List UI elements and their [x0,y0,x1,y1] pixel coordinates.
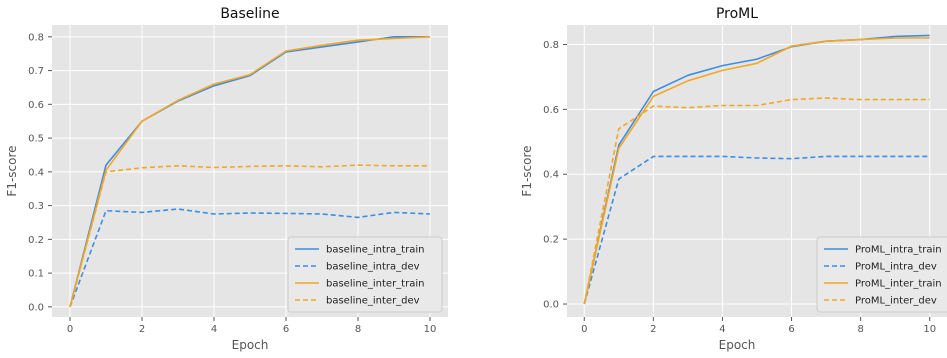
x-tick-label: 0 [67,324,73,335]
chart-title: ProML [716,6,758,22]
legend: baseline_intra_train baseline_intra_devba… [287,236,443,313]
legend-label: ProML_intra_dev [855,262,937,273]
chart-0: 0.0 0.1 0.2 0.3 0.4 0.5 0.6 0.7 0.8 0 2 4 6 8 10 Baseli… [5,6,448,352]
x-axis-label: Epoch [719,338,756,352]
legend-label: ProML_inter_train [855,279,942,290]
chart-1: 0.0 0.2 0.4 0.6 0.8 0 2 4 6 8 10 ProML Epoch F1-score… [520,6,947,352]
series-line-baseline_inter_train [69,36,431,308]
legend-label: ProML_intra_train [855,245,942,256]
x-tick-label: 8 [857,324,863,335]
y-tick-label: 0.6 [28,100,44,111]
x-tick-label: 6 [283,324,289,335]
y-tick-label: 0.8 [543,40,559,51]
chart-title: Baseline [220,6,279,22]
x-tick-label: 2 [139,324,145,335]
x-tick-label: 10 [923,324,936,335]
y-tick-label: 0.4 [543,170,559,181]
y-tick-label: 0.4 [28,167,44,178]
legend-label: baseline_inter_dev [326,296,420,307]
y-tick-label: 0.1 [28,269,44,280]
x-tick-label: 6 [788,324,794,335]
legend-label: baseline_inter_train [326,279,424,290]
legend: ProML_intra_train ProML_intra_dev ProML_in… [816,236,947,313]
x-tick-label: 10 [424,324,437,335]
y-tick-label: 0.8 [28,32,44,43]
y-tick-label: 0.3 [28,201,44,212]
series-line-baseline_inter_dev [69,164,430,308]
legend-label: ProML_inter_dev [855,296,937,307]
x-tick-label: 2 [650,324,656,335]
x-tick-label: 8 [355,324,361,335]
y-tick-label: 0.0 [28,302,44,313]
y-axis-label: F1-score [520,145,534,196]
series-line-ProML_inter_train [583,37,930,305]
legend-label: baseline_intra_dev [326,262,420,273]
legend-label: baseline_intra_train [326,245,424,256]
y-tick-label: 0.0 [543,300,559,311]
legend-box [287,236,443,313]
series-group [583,34,930,305]
x-tick-label: 0 [581,324,587,335]
y-tick-label: 0.2 [28,235,44,246]
series-group [69,35,431,308]
series-line-ProML_intra_dev [583,155,930,305]
legend-box [816,236,947,313]
x-tick-label: 4 [719,324,725,335]
series-line-ProML_inter_dev [583,97,930,305]
x-axis-label: Epoch [232,338,269,352]
y-axis-label: F1-score [5,145,19,196]
y-tick-label: 0.6 [543,105,559,116]
y-tick-label: 0.2 [543,235,559,246]
y-tick-label: 0.5 [28,134,44,145]
x-tick-label: 4 [211,324,217,335]
y-tick-label: 0.7 [28,66,44,77]
